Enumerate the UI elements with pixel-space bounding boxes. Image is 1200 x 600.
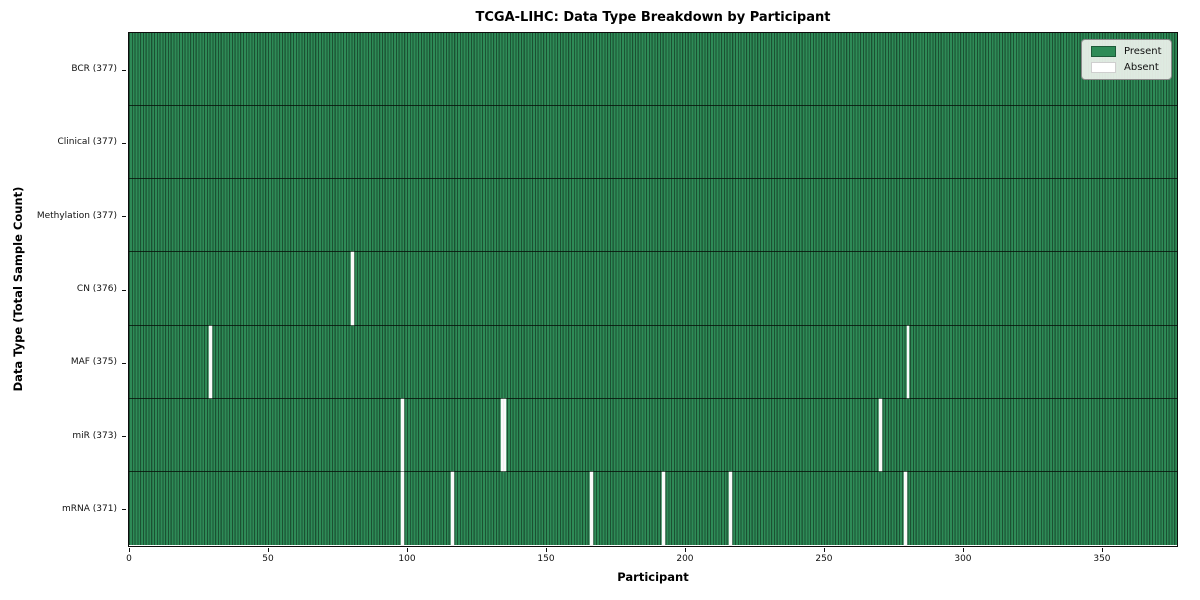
chart-title: TCGA-LIHC: Data Type Breakdown by Partic…: [475, 10, 831, 25]
legend-item-absent: Absent: [1091, 62, 1162, 73]
x-tick-mark-200: [684, 547, 686, 552]
heatmap-row-maf: [128, 325, 1177, 399]
y-tick-label-mrna: mRNA (371): [62, 503, 117, 514]
x-tick-mark-50: [267, 547, 269, 552]
y-tick-label-methylation: Methylation (377): [36, 210, 117, 221]
x-tick-label-100: 100: [398, 554, 416, 564]
absent-bar-maf-280: [906, 325, 910, 398]
heatmap-row-methylation: [128, 179, 1177, 253]
absent-bar-cn-80: [351, 252, 354, 325]
legend-label-absent: Absent: [1124, 62, 1159, 73]
x-tick-label-300: 300: [954, 554, 972, 564]
heatmap-row-mrna: [128, 472, 1177, 546]
x-tick-label-0: 0: [126, 554, 132, 564]
absent-bar-mrna-216: [729, 472, 732, 546]
y-tick-mark-clinical: [121, 142, 126, 144]
y-tick-mark-maf: [121, 362, 126, 364]
absent-bar-mir-134: [501, 398, 504, 472]
x-tick-label-150: 150: [537, 554, 555, 564]
y-tick-label-mir: miR (373): [72, 430, 117, 441]
x-tick-mark-100: [406, 547, 408, 552]
absent-bar-maf-29: [209, 325, 212, 398]
x-axis-label: Participant: [617, 570, 689, 584]
x-tick-mark-150: [545, 547, 547, 552]
absent-bar-mrna-166: [590, 472, 593, 546]
x-tick-label-200: 200: [676, 554, 694, 564]
absent-bar-mrna-116: [451, 472, 454, 546]
absent-bar-mir-135: [503, 398, 507, 472]
absent-bar-mir-270: [879, 398, 882, 472]
present-swatch-icon: [1091, 46, 1116, 57]
x-tick-mark-0: [129, 547, 130, 552]
absent-bar-mrna-192: [662, 472, 665, 546]
x-tick-label-350: 350: [1093, 554, 1111, 564]
heatmap-row-mir: [128, 398, 1177, 473]
absent-bar-mrna-279: [904, 472, 907, 546]
y-tick-mark-bcr: [121, 69, 126, 71]
legend-item-present: Present: [1091, 46, 1162, 57]
legend-label-present: Present: [1124, 46, 1162, 57]
y-tick-label-maf: MAF (375): [70, 357, 117, 368]
y-tick-label-clinical: Clinical (377): [57, 137, 117, 148]
heatmap-row-cn: [128, 252, 1177, 326]
y-tick-mark-methylation: [121, 216, 126, 218]
y-tick-label-bcr: BCR (377): [71, 64, 117, 75]
y-tick-mark-mrna: [121, 509, 126, 511]
heatmap-row-bcr: [128, 32, 1177, 106]
y-tick-mark-cn: [121, 289, 126, 291]
absent-bar-mir-98: [401, 398, 404, 472]
legend: Present Absent: [1081, 39, 1172, 80]
heatmap-plot-area: [127, 31, 1178, 547]
y-tick-label-cn: CN (376): [76, 284, 117, 294]
absent-bar-mrna-98: [401, 472, 404, 546]
y-tick-mark-mir: [121, 436, 126, 438]
x-tick-label-250: 250: [815, 554, 833, 564]
x-tick-mark-250: [823, 547, 825, 552]
heatmap-row-clinical: [128, 105, 1177, 180]
absent-swatch-icon: [1091, 62, 1116, 73]
x-tick-label-50: 50: [262, 554, 274, 564]
x-tick-mark-350: [1101, 547, 1103, 552]
x-tick-mark-300: [962, 547, 964, 552]
